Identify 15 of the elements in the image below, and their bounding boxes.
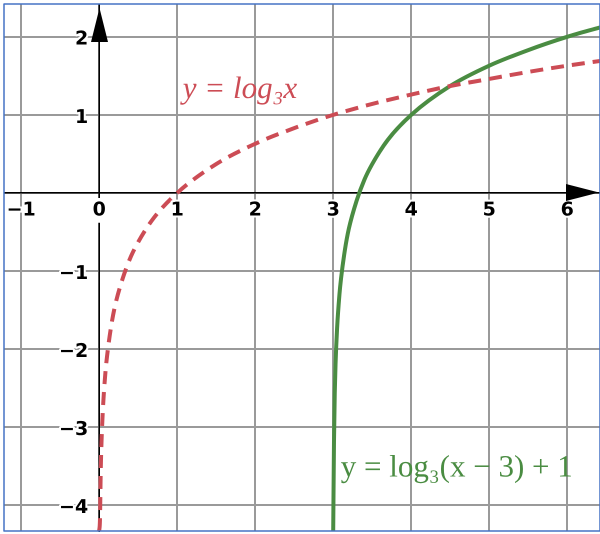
x-tick-label: 6 bbox=[560, 198, 574, 220]
x-tick-label: 0 bbox=[92, 198, 106, 220]
y-tick-label: −4 bbox=[59, 496, 88, 518]
y-tick-label: −2 bbox=[59, 340, 88, 362]
series-label: y = log₃(x − 3) + 1 bbox=[340, 448, 573, 484]
x-tick-label: 5 bbox=[482, 198, 496, 220]
x-tick-label: 1 bbox=[170, 198, 184, 220]
x-tick-label: 2 bbox=[248, 198, 262, 220]
y-tick-label: 1 bbox=[74, 106, 88, 128]
x-tick-label: 3 bbox=[326, 198, 340, 220]
x-tick-label: −1 bbox=[6, 198, 36, 220]
x-tick-label: 4 bbox=[404, 198, 418, 220]
y-tick-label: −3 bbox=[59, 418, 88, 440]
y-tick-label: 2 bbox=[74, 28, 88, 50]
y-tick-label: −1 bbox=[59, 262, 88, 284]
